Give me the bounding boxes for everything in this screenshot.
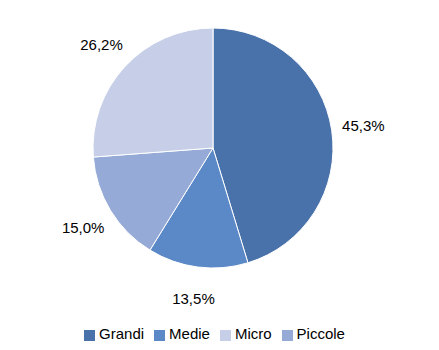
html-text:Piccole: Piccole	[296, 325, 345, 342]
svg-text:45,3%: 45,3%	[342, 117, 385, 134]
svg-text:13,5%: 13,5%	[172, 290, 215, 307]
svg-text:26,2%: 26,2%	[80, 36, 123, 53]
html-text:Micro: Micro	[234, 325, 272, 342]
html-text:Medie: Medie	[169, 325, 210, 342]
html-text:Grandi: Grandi	[99, 325, 145, 342]
svg-text:15,0%: 15,0%	[62, 219, 105, 236]
